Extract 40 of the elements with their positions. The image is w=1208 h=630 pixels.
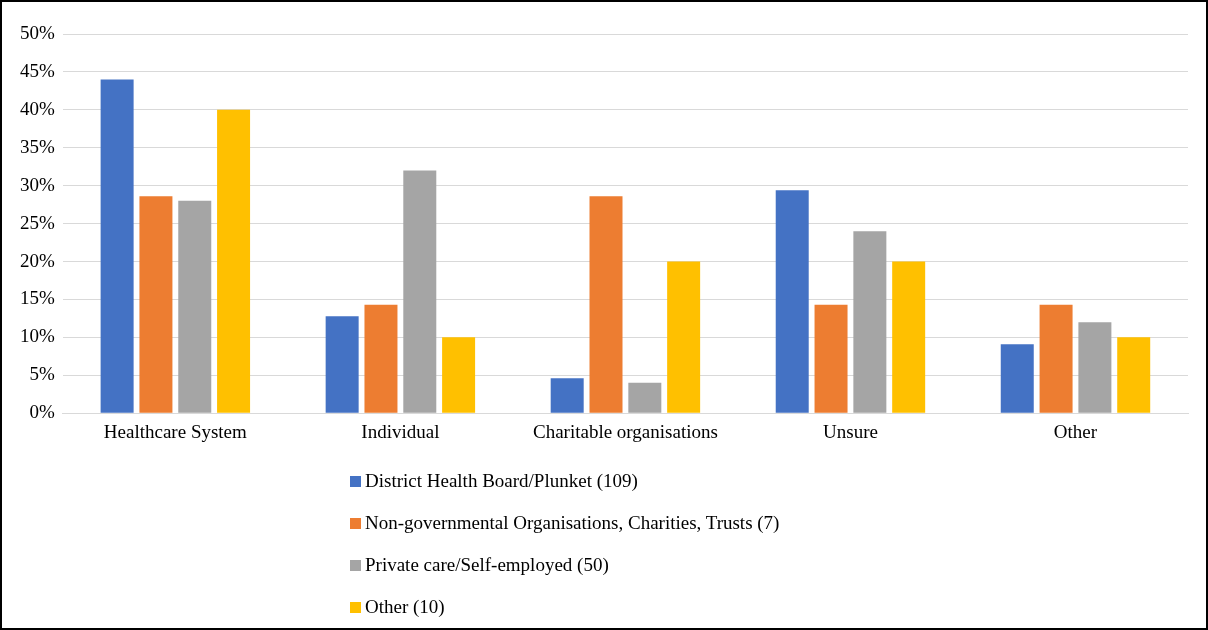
bar [628, 382, 662, 413]
legend-label: Other (10) [365, 596, 445, 618]
y-tick-label: 40% [20, 97, 55, 119]
bar [589, 196, 623, 413]
bar [1117, 337, 1151, 413]
y-tick-label: 35% [20, 135, 55, 157]
bar [1000, 344, 1034, 413]
y-tick-label: 25% [20, 211, 55, 233]
bar [178, 200, 212, 413]
bar [775, 190, 809, 413]
y-tick-label: 20% [20, 249, 55, 271]
bar [364, 304, 398, 413]
bar [814, 304, 848, 413]
legend-label: Non-governmental Organisations, Charities, Trusts (7) [365, 512, 780, 534]
legend-label: Private care/Self-employed (50) [365, 554, 609, 576]
bar [139, 196, 173, 413]
bar [550, 378, 584, 413]
y-tick-label: 30% [20, 173, 55, 195]
bar [403, 170, 437, 413]
x-tick-label: Charitable organisations [532, 420, 718, 442]
y-tick-label: 10% [20, 325, 55, 347]
bar [217, 109, 251, 413]
bar [1039, 304, 1073, 413]
y-tick-label: 45% [20, 59, 55, 81]
x-tick-label: Healthcare System [103, 420, 248, 442]
x-tick-label: Unsure [823, 420, 878, 442]
bar [442, 337, 476, 413]
bar [853, 231, 887, 413]
y-tick-label: 0% [29, 401, 55, 423]
bar [325, 316, 359, 413]
y-tick-label: 5% [29, 363, 55, 385]
bar [892, 261, 926, 413]
y-tick-label: 15% [20, 287, 55, 309]
y-tick-label: 50% [20, 21, 55, 43]
bar [1078, 322, 1112, 413]
bar [100, 79, 134, 413]
x-tick-label: Individual [361, 420, 440, 442]
x-tick-label: Other [1053, 420, 1098, 442]
legend-label: District Health Board/Plunket (109) [365, 470, 638, 492]
bar [667, 261, 701, 413]
